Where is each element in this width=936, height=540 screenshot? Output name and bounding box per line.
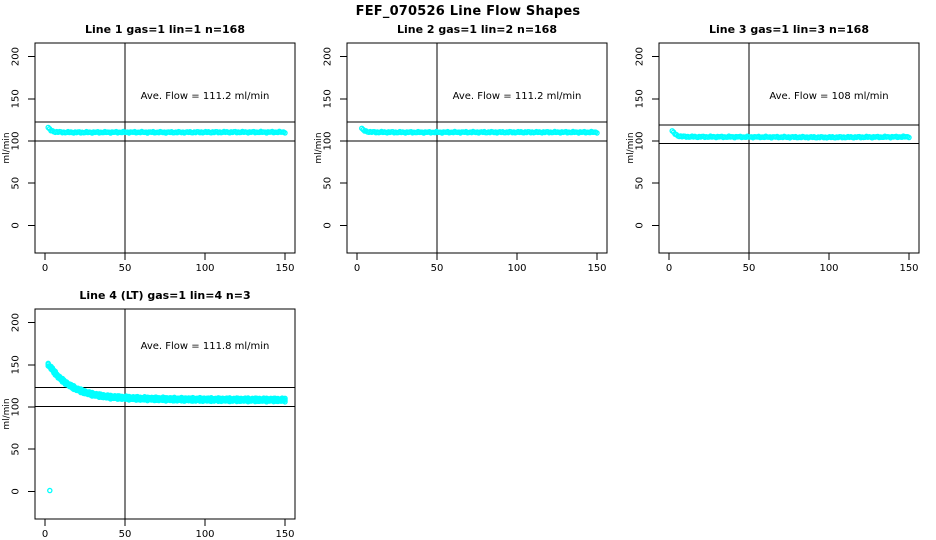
y-tick-label: 0 xyxy=(635,222,646,228)
panel-marks-2 xyxy=(340,43,607,260)
panel-line-1: Line 1 gas=1 lin=1 n=168 ml/min 200 150 … xyxy=(2,23,296,274)
x-tick-label: 50 xyxy=(431,263,444,274)
panel-marks-4 xyxy=(28,309,295,526)
x-tick-label: 0 xyxy=(666,263,672,274)
y-tick-label: 150 xyxy=(635,89,646,108)
y-tick-label: 150 xyxy=(11,89,22,108)
y-tick-label: 0 xyxy=(11,488,22,494)
plot-box xyxy=(658,42,920,254)
x-tick-label: 150 xyxy=(899,263,918,274)
x-tick-label: 100 xyxy=(195,529,214,540)
panel-marks-1 xyxy=(28,43,295,260)
x-tick-label: 50 xyxy=(119,529,132,540)
y-tick-label: 200 xyxy=(323,47,334,66)
panel-line-2: Line 2 gas=1 lin=2 n=168 ml/min 200 150 … xyxy=(314,23,608,274)
x-tick-label: 150 xyxy=(587,263,606,274)
x-tick-label: 0 xyxy=(42,529,48,540)
x-tick-label: 100 xyxy=(507,263,526,274)
y-tick-label: 50 xyxy=(635,177,646,190)
x-tick-label: 0 xyxy=(354,263,360,274)
panel-marks-3 xyxy=(652,43,919,260)
y-tick-label: 200 xyxy=(11,47,22,66)
y-tick-label: 0 xyxy=(11,222,22,228)
ave-flow-annotation: Ave. Flow = 111.8 ml/min xyxy=(141,341,270,352)
ave-flow-annotation: Ave. Flow = 108 ml/min xyxy=(769,91,888,102)
y-axis-title: ml/min xyxy=(2,398,12,429)
x-tick-label: 50 xyxy=(743,263,756,274)
y-tick-label: 50 xyxy=(323,177,334,190)
panel-line-3: Line 3 gas=1 lin=3 n=168 ml/min 200 150 … xyxy=(626,23,920,274)
x-tick-label: 50 xyxy=(119,263,132,274)
x-tick-label: 150 xyxy=(275,529,294,540)
plot-box xyxy=(346,42,608,254)
y-tick-label: 200 xyxy=(635,47,646,66)
y-tick-label: 50 xyxy=(11,177,22,190)
panel-title: Line 3 gas=1 lin=3 n=168 xyxy=(709,23,869,36)
x-tick-label: 100 xyxy=(195,263,214,274)
y-tick-label: 50 xyxy=(11,443,22,456)
y-tick-label: 200 xyxy=(11,313,22,332)
y-tick-label: 100 xyxy=(11,131,22,150)
y-axis-title: ml/min xyxy=(626,132,636,163)
y-tick-label: 100 xyxy=(11,397,22,416)
ave-flow-annotation: Ave. Flow = 111.2 ml/min xyxy=(453,91,582,102)
x-tick-label: 150 xyxy=(275,263,294,274)
panel-line-4: Line 4 (LT) gas=1 lin=4 n=3 ml/min 200 1… xyxy=(2,289,296,540)
figure-title: FEF_070526 Line Flow Shapes xyxy=(355,4,581,19)
x-tick-label: 100 xyxy=(819,263,838,274)
y-tick-label: 150 xyxy=(11,355,22,374)
panel-title: Line 4 (LT) gas=1 lin=4 n=3 xyxy=(79,289,250,302)
y-tick-label: 100 xyxy=(635,131,646,150)
y-tick-label: 150 xyxy=(323,89,334,108)
panel-title: Line 2 gas=1 lin=2 n=168 xyxy=(397,23,557,36)
y-tick-label: 100 xyxy=(323,131,334,150)
ave-flow-annotation: Ave. Flow = 111.2 ml/min xyxy=(141,91,270,102)
panel-title: Line 1 gas=1 lin=1 n=168 xyxy=(85,23,245,36)
plot-box xyxy=(34,308,296,520)
x-tick-label: 0 xyxy=(42,263,48,274)
y-tick-label: 0 xyxy=(323,222,334,228)
y-axis-title: ml/min xyxy=(2,132,12,163)
plot-box xyxy=(34,42,296,254)
y-axis-title: ml/min xyxy=(314,132,324,163)
